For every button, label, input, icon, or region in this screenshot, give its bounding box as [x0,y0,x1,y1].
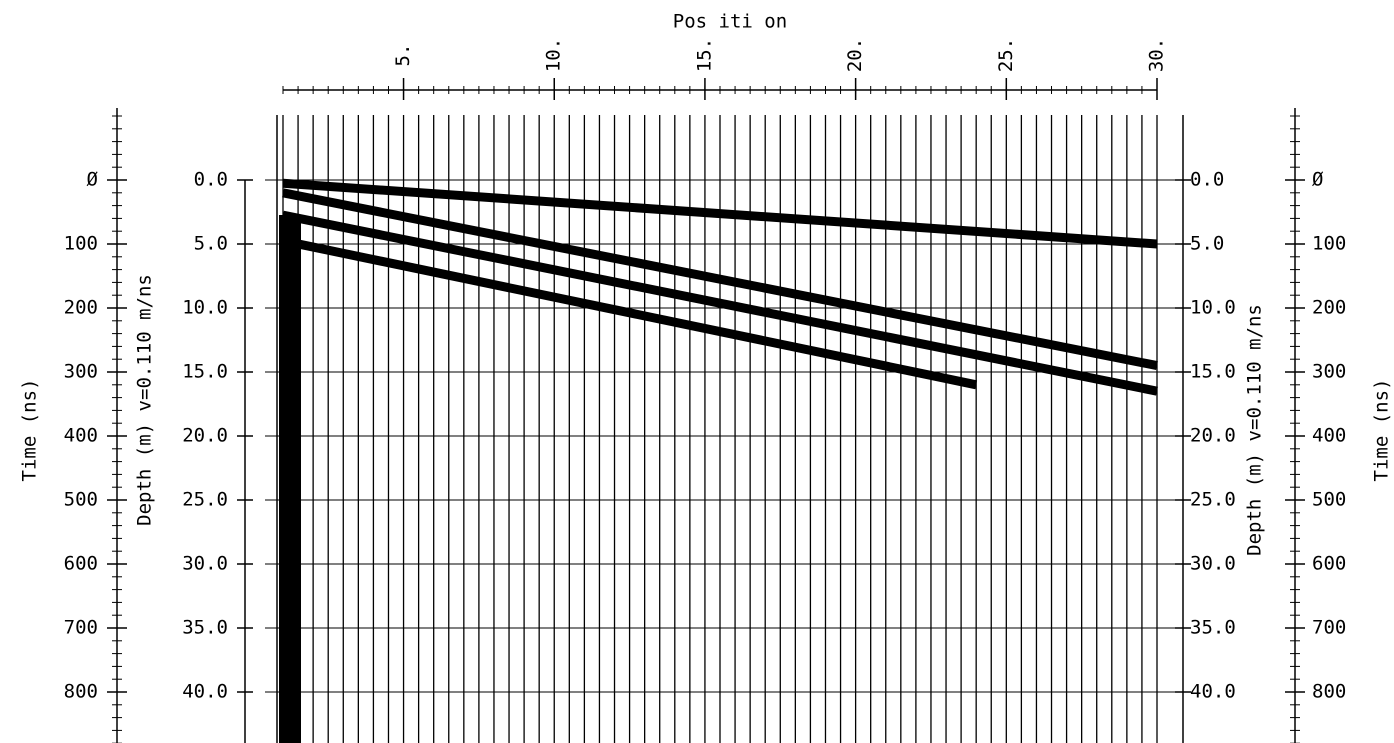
x-tick-label: 30. [1146,38,1168,72]
y-tick-label: 300 [64,361,98,383]
event [282,188,1158,371]
event [282,210,1158,396]
y-tick-label: 800 [64,681,98,703]
x-tick-label: 20. [844,38,866,72]
y2-tick-label: 20.0 [182,425,228,447]
y-tick-label: 600 [64,553,98,575]
y2-tick-label: 0.0 [1190,169,1224,191]
y-tick-label: 200 [1312,297,1346,319]
y2-tick-label: 20.0 [1190,425,1236,447]
y-axis-title: Time (ns) [19,379,41,482]
y-tick-label: Ø [87,169,99,191]
y2-tick-label: 10.0 [182,297,228,319]
y2-tick-label: 0.0 [194,169,228,191]
y-axis-title-right: Time (ns) [1371,379,1393,482]
y2-tick-label: 5.0 [194,233,228,255]
chart-title: Pos iti on [673,11,787,33]
x-tick-label: 25. [995,38,1017,72]
y-tick-label: 700 [64,617,98,639]
x-tick-label: 5. [392,44,414,67]
x-tick-label: 10. [543,38,565,72]
y2-tick-label: 30.0 [182,553,228,575]
y-tick-label: 400 [1312,425,1346,447]
y-tick-label: 200 [64,297,98,319]
y2-tick-label: 15.0 [182,361,228,383]
y2-tick-label: 40.0 [1190,681,1236,703]
x-tick-label: 15. [693,38,715,72]
y-tick-label: Ø [1312,169,1324,191]
y2-tick-label: 40.0 [182,681,228,703]
y2-tick-label: 35.0 [182,617,228,639]
clipped-trace [279,215,301,743]
y2-tick-label: 10.0 [1190,297,1236,319]
y-tick-label: 500 [64,489,98,511]
event [282,236,978,390]
y-tick-label: 100 [64,233,98,255]
event [282,178,1158,249]
y2-tick-label: 30.0 [1190,553,1236,575]
y-tick-label: 700 [1312,617,1346,639]
y2-axis-title-right: Depth (m) v=0.110 m/ns [1244,304,1266,556]
y2-tick-label: 35.0 [1190,617,1236,639]
y2-tick-label: 15.0 [1190,361,1236,383]
y-tick-label: 500 [1312,489,1346,511]
y2-tick-label: 25.0 [1190,489,1236,511]
y2-axis-title: Depth (m) v=0.110 m/ns [134,274,156,526]
y2-tick-label: 5.0 [1190,233,1224,255]
y-tick-label: 400 [64,425,98,447]
y2-tick-label: 25.0 [182,489,228,511]
y-tick-label: 100 [1312,233,1346,255]
y-tick-label: 300 [1312,361,1346,383]
y-tick-label: 800 [1312,681,1346,703]
y-tick-label: 600 [1312,553,1346,575]
